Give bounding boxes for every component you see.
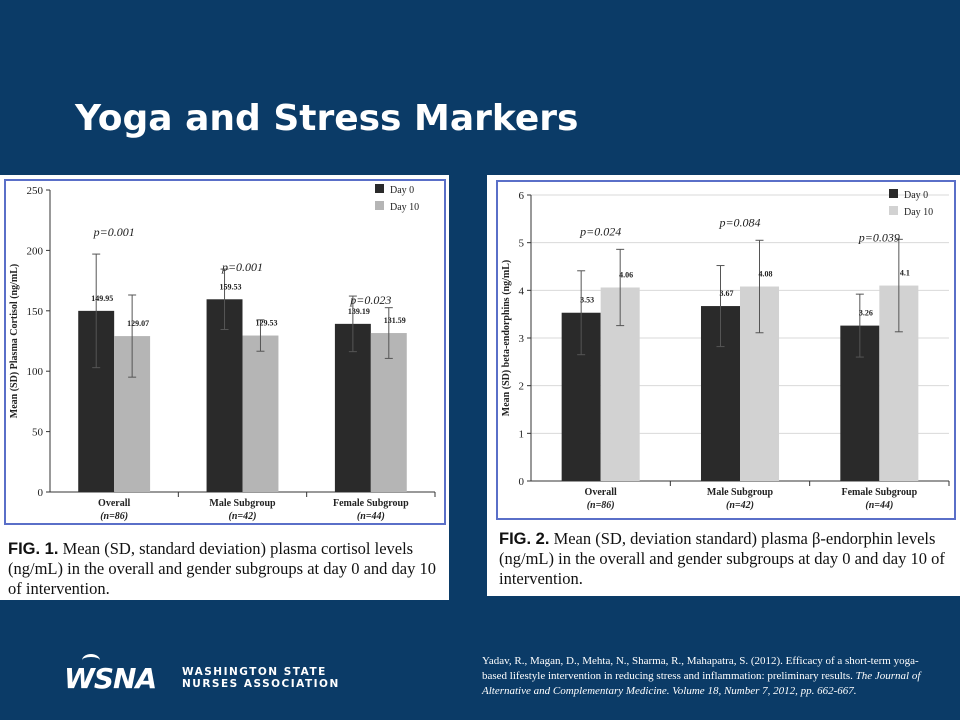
legend-swatch	[375, 201, 384, 210]
data-label: 4.08	[759, 270, 773, 279]
x-category-n: (n=86)	[587, 500, 615, 511]
y-axis-label: Mean (SD) Plasma Cortisol (ng/mL)	[9, 264, 20, 418]
bar	[370, 333, 407, 492]
data-label: 4.06	[619, 270, 633, 279]
y-tick-label: 4	[519, 285, 525, 297]
y-tick-label: 250	[27, 185, 44, 197]
y-tick-label: 3	[519, 333, 525, 345]
legend-label: Day 0	[904, 190, 928, 201]
y-tick-label: 50	[32, 427, 44, 439]
legend-label: Day 0	[390, 185, 414, 196]
cortisol-chart: 0 50 100 150 200 250 Mean (SD) Plasma Cortisol…	[4, 179, 446, 525]
x-category-n: (n=86)	[100, 511, 128, 522]
data-label: 139.19	[348, 307, 370, 316]
p-value-label: p=0.001	[93, 225, 135, 239]
y-tick-label: 150	[27, 306, 44, 318]
y-tick-label: 6	[519, 190, 525, 202]
beta-endorphin-chart: 0 1 2 3 4 5 6 Mean (SD) beta-endorphins (ng/mL)…	[496, 180, 956, 520]
figure-2-caption: FIG. 2. Mean (SD, deviation standard) pl…	[499, 529, 955, 589]
y-tick-label: 2	[519, 381, 525, 393]
figure-2-caption-label: FIG. 2.	[499, 530, 550, 548]
x-category-label: Male Subgroup	[707, 487, 774, 498]
logo-mark: WSNA	[64, 662, 157, 695]
x-category-label: Female Subgroup	[841, 487, 917, 498]
y-tick-label: 1	[519, 428, 525, 440]
legend-swatch	[375, 184, 384, 193]
figure-1-panel: 0 50 100 150 200 250 Mean (SD) Plasma Cortisol…	[0, 175, 449, 600]
x-category-n: (n=42)	[229, 511, 257, 522]
legend-label: Day 10	[390, 202, 419, 213]
p-value-label: p=0.039	[858, 230, 900, 244]
wsna-logo: WSNA WASHINGTON STATE NURSES ASSOCIATION	[64, 654, 364, 696]
p-value-label: p=0.024	[579, 224, 621, 238]
chart-frame	[496, 180, 956, 520]
citation-text: Yadav, R., Magan, D., Mehta, N., Sharma,…	[482, 655, 919, 682]
y-tick-label: 5	[519, 238, 525, 250]
citation: Yadav, R., Magan, D., Mehta, N., Sharma,…	[482, 654, 922, 699]
figure-2-caption-text: Mean (SD, deviation standard) plasma β-e…	[499, 529, 945, 588]
legend-label: Day 10	[904, 207, 933, 218]
logo-swoosh-icon	[82, 654, 100, 667]
data-label: 159.53	[220, 282, 242, 291]
data-label: 3.53	[580, 296, 594, 305]
x-category-label: Female Subgroup	[333, 498, 409, 509]
legend-swatch	[889, 206, 898, 215]
data-label: 131.59	[384, 316, 406, 325]
figure-2-panel: 0 1 2 3 4 5 6 Mean (SD) beta-endorphins (ng/mL)…	[487, 175, 960, 596]
legend-swatch	[889, 189, 898, 198]
data-label: 129.07	[127, 319, 149, 328]
x-category-n: (n=44)	[357, 511, 385, 522]
chart-frame	[4, 179, 446, 525]
data-label: 4.1	[900, 269, 910, 278]
figure-1-caption: FIG. 1. Mean (SD, standard deviation) pl…	[8, 539, 444, 599]
data-label: 3.26	[859, 309, 873, 318]
x-category-label: Male Subgroup	[209, 498, 276, 509]
p-value-label: p=0.001	[221, 260, 263, 274]
y-axis-label: Mean (SD) beta-endorphins (ng/mL)	[501, 260, 512, 416]
y-tick-label: 200	[27, 245, 44, 257]
p-value-label: p=0.084	[718, 215, 760, 229]
y-tick-label: 0	[38, 487, 44, 499]
logo-line-2: NURSES ASSOCIATION	[182, 678, 340, 690]
bar	[206, 299, 243, 492]
data-label: 129.53	[255, 319, 277, 328]
bar	[242, 335, 279, 492]
x-category-n: (n=42)	[726, 500, 754, 511]
data-label: 149.95	[91, 294, 113, 303]
p-value-label: p=0.023	[349, 293, 391, 307]
logo-line-1: WASHINGTON STATE	[182, 666, 327, 678]
slide-title: Yoga and Stress Markers	[75, 98, 579, 139]
citation-journal: The Journal of Alternative and Complemen…	[482, 670, 921, 697]
x-category-n: (n=44)	[865, 500, 893, 511]
y-tick-label: 0	[519, 476, 525, 488]
logo-text: WASHINGTON STATE NURSES ASSOCIATION	[182, 666, 340, 690]
figure-1-caption-label: FIG. 1.	[8, 540, 59, 558]
y-tick-label: 100	[27, 366, 44, 378]
data-label: 3.67	[719, 289, 733, 298]
x-category-label: Overall	[98, 498, 130, 509]
figure-1-caption-text: Mean (SD, standard deviation) plasma cor…	[8, 539, 436, 598]
x-category-label: Overall	[585, 487, 617, 498]
